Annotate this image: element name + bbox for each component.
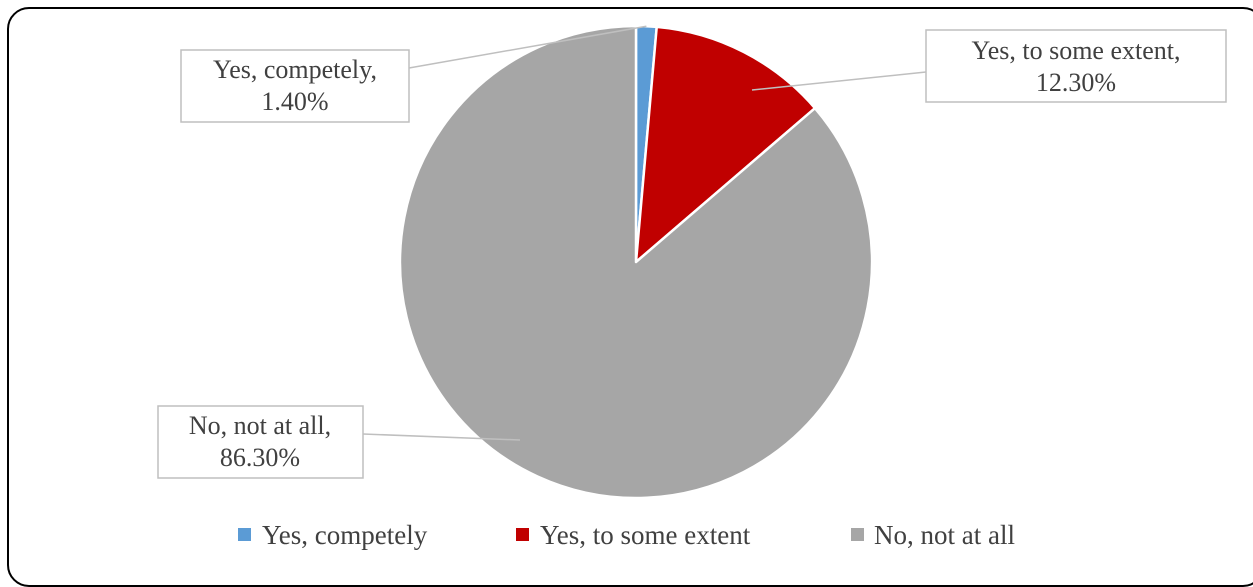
legend-item-yes-completely: Yes, competely [238, 520, 428, 550]
leader-line-yes-some-extent [751, 71, 927, 91]
leader-line-no-not-at-all [362, 433, 521, 441]
data-label-no-not-at-all-category: No, not at all, [189, 411, 331, 440]
data-label-yes-some-extent: Yes, to some extent, 12.30% [925, 29, 1227, 103]
data-label-yes-completely-value: 1.40% [261, 87, 328, 116]
data-label-no-not-at-all-value: 86.30% [220, 443, 300, 472]
pie-slice-no-not-at-all [398, 24, 874, 500]
legend-swatch-no-not-at-all [851, 528, 864, 541]
data-label-yes-some-extent-category: Yes, to some extent, [972, 36, 1181, 65]
data-label-yes-completely: Yes, competely, 1.40% [180, 49, 410, 123]
data-label-yes-completely-category: Yes, competely, [213, 55, 377, 84]
pie-slices [398, 24, 874, 500]
data-label-yes-some-extent-value: 12.30% [1036, 68, 1116, 97]
leader-lines [362, 25, 927, 441]
data-label-no-not-at-all: No, not at all, 86.30% [157, 405, 364, 479]
legend-swatch-yes-completely [238, 528, 251, 541]
pie-slice-yes-some-extent [634, 25, 817, 264]
pie-chart: Yes, competely, 1.40% Yes, to some exten… [157, 24, 1227, 550]
legend-swatch-yes-some-extent [516, 528, 529, 541]
legend-item-no-not-at-all: No, not at all [851, 520, 1015, 550]
legend-label-yes-some-extent: Yes, to some extent [540, 520, 751, 550]
legend-label-yes-completely: Yes, competely [262, 520, 428, 550]
legend: Yes, competely Yes, to some extent No, n… [238, 520, 1015, 550]
legend-item-yes-some-extent: Yes, to some extent [516, 520, 751, 550]
legend-label-no-not-at-all: No, not at all [874, 520, 1015, 550]
leader-line-yes-completely [408, 25, 647, 69]
